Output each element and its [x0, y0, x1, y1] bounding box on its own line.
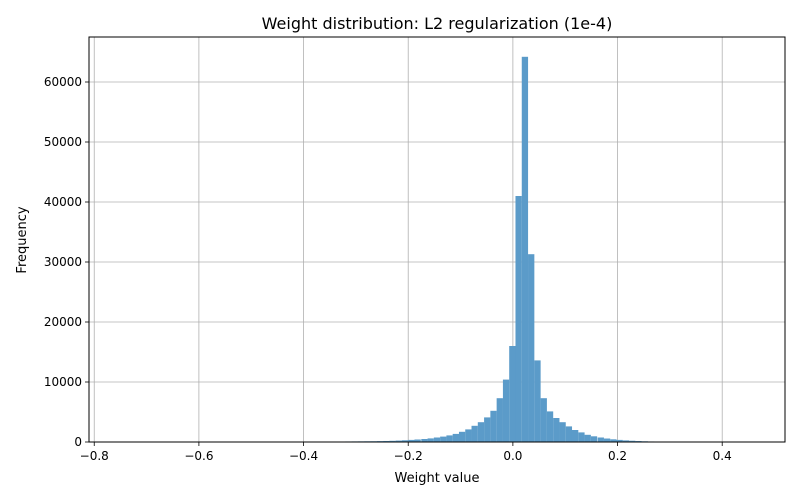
- histogram-bar: [622, 440, 630, 442]
- histogram-bar: [490, 410, 497, 442]
- y-tick-label: 60000: [44, 75, 82, 89]
- x-tick-label: −0.2: [394, 449, 423, 463]
- histogram-bar: [458, 431, 466, 442]
- histogram-bar: [484, 417, 491, 442]
- histogram-bar: [603, 438, 611, 442]
- histogram-bar: [597, 437, 604, 442]
- histogram-bar: [540, 398, 547, 442]
- histogram-bar: [414, 439, 421, 442]
- histogram-bar: [629, 440, 636, 442]
- histogram-bar: [559, 422, 566, 442]
- histogram-bar: [452, 433, 459, 442]
- histogram-bar: [584, 434, 591, 442]
- histogram-bar: [521, 56, 529, 443]
- histogram-bar: [496, 398, 503, 442]
- y-tick-label: 50000: [44, 135, 82, 149]
- histogram-bar: [440, 436, 447, 442]
- histogram-bar: [590, 436, 598, 442]
- histogram-bar: [565, 426, 573, 442]
- x-tick-label: 0.2: [608, 449, 627, 463]
- y-tick-label: 20000: [44, 315, 82, 329]
- grid-lines: [89, 37, 785, 443]
- x-tick-label: −0.4: [289, 449, 318, 463]
- histogram-bar: [477, 422, 485, 442]
- histogram-bar: [502, 379, 510, 442]
- histogram-bar: [446, 435, 453, 442]
- x-tick-label: 0.4: [713, 449, 732, 463]
- y-tick-label: 40000: [44, 195, 82, 209]
- y-tick-label: 30000: [44, 255, 82, 269]
- histogram-bar: [427, 438, 434, 442]
- histogram-bar: [401, 440, 409, 442]
- histogram-bar: [421, 439, 428, 442]
- histogram-bar: [534, 360, 541, 442]
- x-tick-label: 0.0: [503, 449, 522, 463]
- histogram-bar: [465, 429, 472, 442]
- x-axis-ticks: −0.8 −0.6 −0.4 −0.2 0.0 0.2 0.4: [80, 442, 732, 463]
- histogram-bar: [509, 346, 516, 442]
- histogram-bar: [553, 418, 560, 442]
- histogram-bar: [571, 430, 579, 442]
- x-tick-label: −0.6: [184, 449, 213, 463]
- histogram-bar: [433, 437, 441, 442]
- histogram-bar: [408, 439, 415, 442]
- y-tick-label: 10000: [44, 375, 82, 389]
- plot-area-frame: [88, 36, 786, 443]
- histogram-bar: [471, 425, 478, 442]
- x-tick-label: −0.8: [80, 449, 109, 463]
- chart-title: Weight distribution: L2 regularization (…: [262, 14, 613, 33]
- histogram-bar: [546, 411, 554, 442]
- y-axis-label: Frequency: [15, 206, 30, 273]
- histogram-bar: [616, 439, 623, 442]
- y-tick-label: 0: [74, 435, 82, 449]
- x-axis-label: Weight value: [395, 471, 480, 486]
- histogram-bar: [383, 440, 390, 442]
- histogram-bar: [578, 432, 585, 442]
- histogram-bar: [610, 439, 617, 442]
- histogram-bar: [395, 440, 402, 442]
- histogram-bar: [528, 254, 535, 442]
- y-axis-ticks: 0 10000 20000 30000 40000 50000 60000: [44, 75, 89, 449]
- histogram-bar: [515, 196, 522, 442]
- histogram-bars: [326, 56, 661, 443]
- histogram-bar: [389, 440, 396, 442]
